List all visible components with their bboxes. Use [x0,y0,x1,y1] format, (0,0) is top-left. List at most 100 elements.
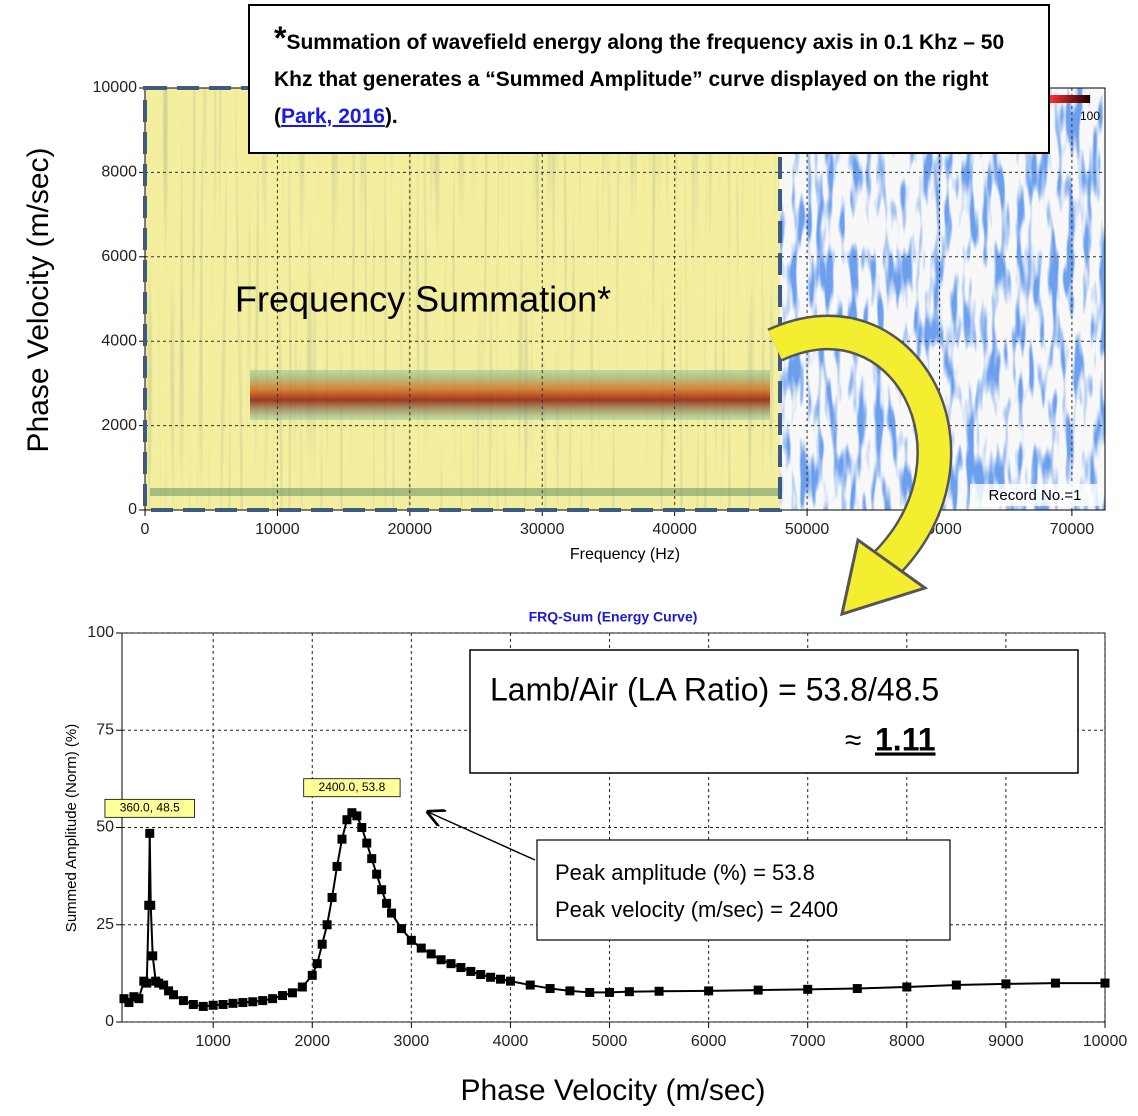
data-point [169,990,179,1000]
leader-arrow [428,812,536,861]
note-link[interactable]: Park, 2016 [281,105,385,128]
x-tick-label: 30000 [520,521,565,538]
data-point [545,984,555,994]
peak-label: 360.0, 48.5 [120,801,180,815]
overlay-text: Frequency Summation* [235,279,611,320]
x-tick-label: 50000 [785,521,830,538]
colorbar [1050,95,1090,103]
data-point [496,974,506,984]
flow-arrow-head [839,537,929,617]
data-point [852,984,862,994]
data-point [406,935,416,945]
y-tick-label: 0 [128,501,137,518]
y-axis-label: Summed Amplitude (Norm) (%) [63,724,80,932]
x-tick-label: 2000 [294,1033,330,1050]
data-point [565,986,575,996]
data-point [704,986,714,996]
data-point [382,898,392,908]
y-tick-label: 2000 [101,417,137,434]
peak-box [536,839,951,941]
data-point [396,924,406,934]
x-tick-label: 10000 [255,521,300,538]
series-group: 0 25 50 75 100 1000 2000 3000 4000 5000 6000 7000 80… [87,624,1127,1050]
data-point [268,994,278,1004]
x-tick-label: 4000 [493,1033,529,1050]
ratio-box [469,649,1079,774]
data-point [278,991,288,1001]
data-point [486,972,496,982]
data-point [218,999,228,1009]
y-tick-label: 75 [96,721,114,738]
ratio-text: Lamb/Air (LA Ratio) = 53.8/48.5 [490,671,939,707]
data-point [466,966,476,976]
data-point [342,815,352,825]
data-point [951,980,961,990]
y-axis-label: Phase Velocity (m/sec) [22,147,55,452]
record-box [970,484,1100,506]
record-label: Record No.=1 [989,487,1082,504]
data-point [505,976,515,986]
data-point [362,838,372,848]
data-point [332,861,342,871]
peak-label-box [303,778,401,798]
x-tick-label: 0 [141,521,150,538]
data-point [154,978,164,988]
x-tick-label: 8000 [889,1033,925,1050]
x-tick-label: 5000 [592,1033,628,1050]
note-star: * [274,20,287,56]
data-point [352,811,362,821]
data-point [1100,978,1110,988]
data-point [208,1000,218,1010]
data-point [337,834,347,844]
peak-text: Peak amplitude (%) = 53.8 [555,860,815,885]
data-point [753,985,763,995]
y-tick-label: 6000 [101,248,137,265]
y-tick-label: 8000 [101,164,137,181]
note-end: ). [384,105,398,128]
data-point [198,1001,208,1011]
x-tick-label: 40000 [652,521,697,538]
summation-outline [143,86,782,512]
data-point [178,996,188,1006]
ratio-value: 1.11 [875,721,936,757]
data-point [585,987,595,997]
x-tick-label: 1000 [195,1033,231,1050]
energy-band [250,370,770,420]
data-point [228,998,238,1008]
data-point [307,970,317,980]
x-tick-label: 20000 [388,521,433,538]
data-point [902,982,912,992]
peak-text: Peak velocity (m/sec) = 2400 [555,897,838,922]
data-point [347,808,357,818]
x-tick-label: 6000 [691,1033,727,1050]
data-point [436,955,446,965]
data-point [456,963,466,973]
data-point [377,885,387,895]
x-tick-label: 70000 [1050,521,1095,538]
data-point [476,970,486,980]
data-point [124,998,134,1008]
data-point [142,978,152,988]
data-point [164,986,174,996]
peak-label-box [104,798,195,818]
data-point [416,943,426,953]
data-point [258,996,268,1006]
data-point [287,988,297,998]
x-tick-label: 10000 [1083,1033,1128,1050]
x-axis-label: Frequency (Hz) [570,546,680,563]
y-tick-label: 10000 [93,79,138,96]
data-point [1001,979,1011,989]
data-point [188,999,198,1009]
flow-arrow [768,317,950,576]
x-axis-label: Phase Velocity (m/sec) [460,1074,765,1107]
ratio-approx: ≈ [845,724,861,757]
data-point [654,986,664,996]
data-point [238,998,248,1008]
note-box: *Summation of wavefield energy along the… [248,4,1050,154]
y-tick-label: 50 [96,819,114,836]
note-text: Summation of wavefield energy along the … [274,31,1005,128]
y-tick-label: 4000 [101,332,137,349]
data-point [803,984,813,994]
data-point [624,987,634,997]
